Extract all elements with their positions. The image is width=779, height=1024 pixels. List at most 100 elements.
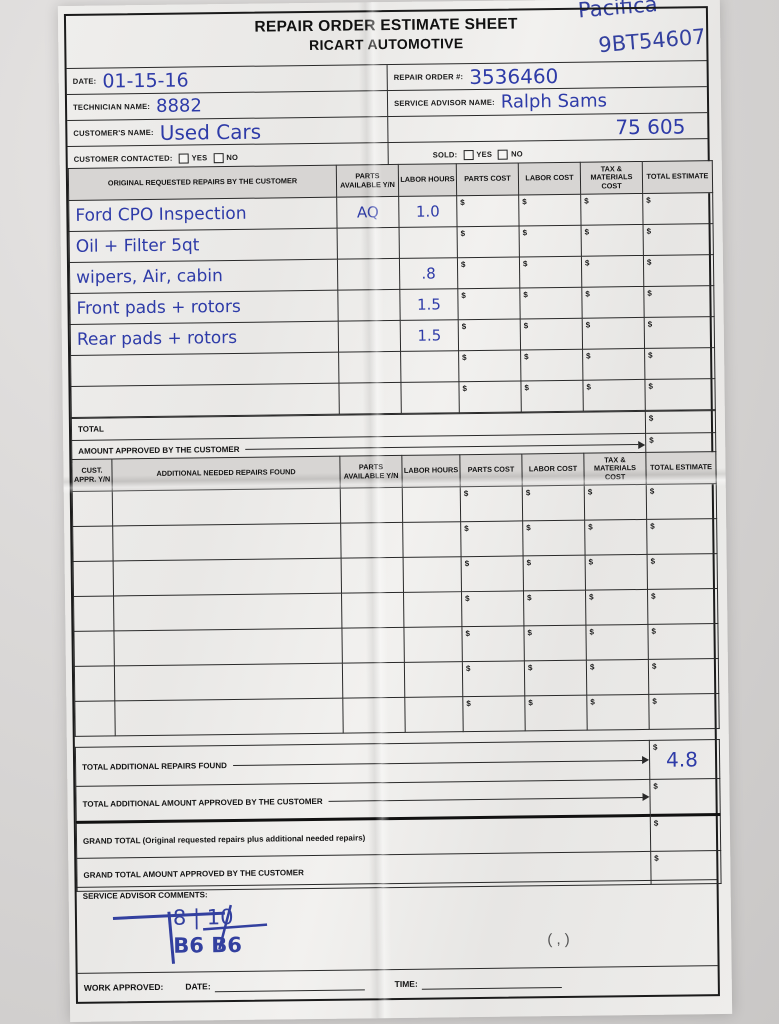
cell-description[interactable] xyxy=(113,628,343,667)
cell-total-estimate[interactable] xyxy=(647,553,718,590)
cell-parts-cost[interactable] xyxy=(462,696,526,732)
cell-description[interactable] xyxy=(114,663,343,702)
footer-date-input[interactable] xyxy=(214,978,365,992)
cell-parts-cost[interactable] xyxy=(458,350,521,382)
cell-tax-materials[interactable] xyxy=(585,554,648,591)
cell-parts-cost[interactable] xyxy=(457,288,521,320)
cell-cust-appr[interactable] xyxy=(74,701,116,737)
comments-area[interactable]: 8 | 10 B6 B6 ( , ) xyxy=(77,893,718,969)
cell-tax-materials[interactable] xyxy=(585,589,648,626)
cell-parts-available[interactable] xyxy=(340,487,403,524)
cell-cust-appr[interactable] xyxy=(72,526,114,562)
cell-description[interactable] xyxy=(113,558,342,597)
cell-parts-available[interactable]: AQ xyxy=(336,196,400,229)
cell-description[interactable]: Rear pads + rotors xyxy=(70,321,339,356)
cell-parts-cost[interactable] xyxy=(456,195,520,227)
cell-parts-cost[interactable] xyxy=(458,381,522,413)
cell-tax-materials[interactable] xyxy=(581,286,645,319)
footer-time-input[interactable] xyxy=(421,976,562,990)
cell-tax-materials[interactable] xyxy=(584,519,648,556)
checkbox-contacted-yes[interactable] xyxy=(178,152,189,164)
cell-parts-cost[interactable] xyxy=(460,486,523,522)
field-mileage[interactable]: 75 605 xyxy=(387,113,708,143)
cell-tax-materials[interactable] xyxy=(582,348,645,381)
cell-labor-hours[interactable] xyxy=(402,486,461,523)
cell-description[interactable] xyxy=(112,488,341,527)
cell-parts-available[interactable] xyxy=(341,592,404,629)
checkbox-contacted-no[interactable] xyxy=(213,152,224,163)
cell-labor-cost[interactable] xyxy=(524,695,588,732)
cell-total-estimate[interactable] xyxy=(644,378,716,411)
cell-parts-available[interactable] xyxy=(341,557,404,594)
cell-parts-available[interactable] xyxy=(338,351,401,384)
cell-total-estimate[interactable] xyxy=(647,623,719,660)
cell-cust-appr[interactable] xyxy=(73,631,115,667)
cell-description[interactable] xyxy=(70,383,340,418)
cell-description[interactable] xyxy=(114,698,344,737)
cell-tax-materials[interactable] xyxy=(581,255,644,288)
cell-tax-materials[interactable] xyxy=(582,379,646,412)
cell-total-estimate[interactable] xyxy=(644,316,715,349)
cell-parts-available[interactable] xyxy=(340,522,404,559)
grand-total-value[interactable] xyxy=(650,814,721,852)
cell-tax-materials[interactable] xyxy=(586,694,650,731)
service-advisor-comments-section[interactable]: SERVICE ADVISOR COMMENTS: 8 | 10 B6 B6 (… xyxy=(76,879,718,978)
cell-tax-materials[interactable] xyxy=(581,224,644,257)
cell-labor-cost[interactable] xyxy=(523,555,586,592)
cell-parts-cost[interactable] xyxy=(457,257,520,289)
cell-labor-cost[interactable] xyxy=(523,590,586,627)
cell-parts-available[interactable] xyxy=(338,382,402,415)
cell-labor-cost[interactable] xyxy=(520,349,583,382)
checkbox-sold-yes[interactable] xyxy=(463,149,474,160)
cell-total-estimate[interactable] xyxy=(648,693,720,730)
additional-approved-value[interactable] xyxy=(649,778,721,816)
cell-labor-cost[interactable] xyxy=(519,287,583,320)
cell-parts-cost[interactable] xyxy=(457,226,520,258)
cell-labor-hours[interactable]: 1.0 xyxy=(398,195,458,228)
cell-labor-hours[interactable] xyxy=(403,591,462,628)
cell-total-estimate[interactable] xyxy=(646,483,717,520)
cell-parts-cost[interactable] xyxy=(461,626,525,662)
cell-tax-materials[interactable] xyxy=(584,484,647,521)
cell-labor-hours[interactable] xyxy=(404,661,463,698)
cell-total-estimate[interactable] xyxy=(648,658,719,695)
field-service-advisor[interactable]: SERVICE ADVISOR NAME: Ralph Sams xyxy=(386,87,708,117)
cell-parts-available[interactable] xyxy=(337,227,400,260)
cell-tax-materials[interactable] xyxy=(585,624,649,661)
field-repair-order[interactable]: REPAIR ORDER #: 3536460 xyxy=(386,61,707,91)
cell-parts-cost[interactable] xyxy=(460,521,524,557)
cell-labor-hours[interactable]: .8 xyxy=(399,257,458,290)
cell-total-estimate[interactable] xyxy=(647,588,718,625)
cell-description[interactable] xyxy=(70,352,339,387)
cell-parts-available[interactable] xyxy=(342,662,405,699)
cell-parts-available[interactable] xyxy=(338,320,401,353)
cell-labor-hours[interactable] xyxy=(402,521,462,558)
table1-total-value[interactable] xyxy=(645,410,716,434)
cell-cust-appr[interactable] xyxy=(73,596,114,632)
cell-labor-cost[interactable] xyxy=(522,485,585,522)
cell-parts-available[interactable] xyxy=(342,697,406,734)
checkbox-sold-no[interactable] xyxy=(498,149,509,160)
cell-description[interactable]: Ford CPO Inspection xyxy=(68,197,338,232)
field-customer-name[interactable]: CUSTOMER'S NAME: Used Cars xyxy=(67,117,387,146)
cell-parts-cost[interactable] xyxy=(461,591,524,627)
cell-cust-appr[interactable] xyxy=(74,666,115,702)
cell-labor-hours[interactable]: 1.5 xyxy=(400,319,459,352)
cell-cust-appr[interactable] xyxy=(72,491,113,527)
cell-description[interactable]: Front pads + rotors xyxy=(69,290,339,325)
cell-labor-cost[interactable] xyxy=(519,225,582,258)
cell-description[interactable] xyxy=(113,593,342,632)
cell-labor-cost[interactable] xyxy=(518,194,582,227)
cell-description[interactable]: wipers, Air, cabin xyxy=(69,259,338,294)
cell-parts-available[interactable] xyxy=(341,627,405,664)
cell-total-estimate[interactable] xyxy=(643,285,715,318)
field-date[interactable]: DATE: 01-15-16 xyxy=(67,65,387,94)
cell-labor-cost[interactable] xyxy=(520,380,584,413)
cell-labor-hours[interactable] xyxy=(400,381,460,414)
cell-labor-cost[interactable] xyxy=(523,625,587,662)
cell-parts-cost[interactable] xyxy=(462,661,525,697)
cell-tax-materials[interactable] xyxy=(582,317,645,350)
cell-total-estimate[interactable] xyxy=(646,518,718,555)
cell-labor-cost[interactable] xyxy=(524,660,587,697)
cell-cust-appr[interactable] xyxy=(73,561,114,597)
